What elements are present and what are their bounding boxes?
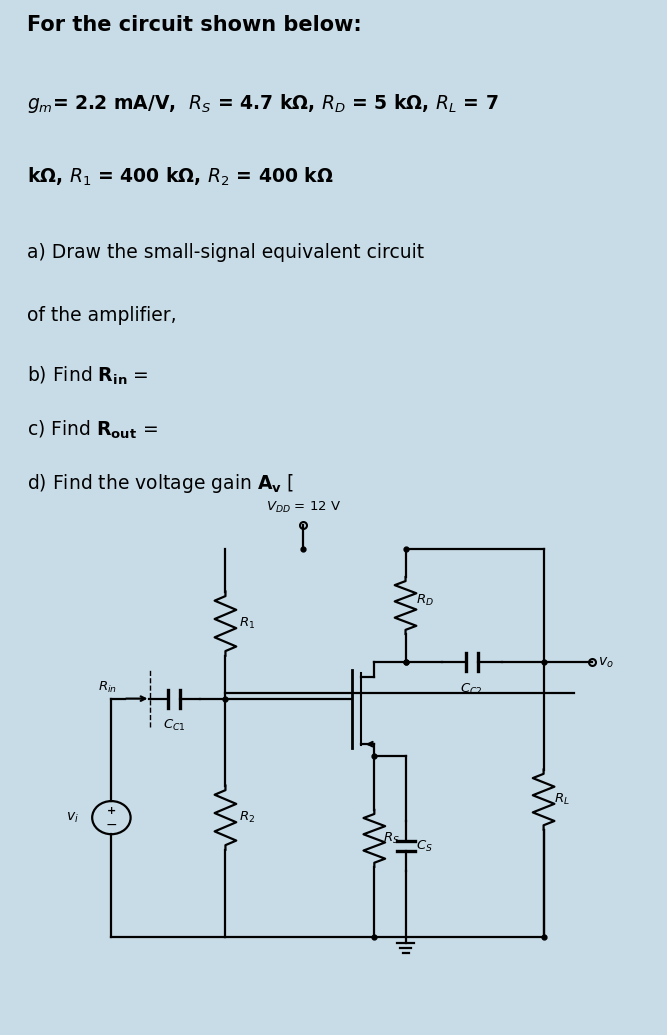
Text: b) Find $\mathbf{R_{in}}$ =: b) Find $\mathbf{R_{in}}$ =	[27, 365, 148, 387]
Text: $C_S$: $C_S$	[416, 838, 433, 854]
Text: a) Draw the small-signal equivalent circuit: a) Draw the small-signal equivalent circ…	[27, 243, 424, 262]
Text: $g_m$= 2.2 mA/V,  $R_S$ = 4.7 kΩ, $R_D$ = 5 kΩ, $R_L$ = 7: $g_m$= 2.2 mA/V, $R_S$ = 4.7 kΩ, $R_D$ =…	[27, 92, 498, 116]
Text: For the circuit shown below:: For the circuit shown below:	[27, 14, 362, 34]
Text: kΩ, $R_1$ = 400 kΩ, $R_2$ = 400 kΩ: kΩ, $R_1$ = 400 kΩ, $R_2$ = 400 kΩ	[27, 166, 334, 187]
Text: $C_{C1}$: $C_{C1}$	[163, 718, 186, 734]
Text: d) Find the voltage gain $\mathbf{A_v}$ [: d) Find the voltage gain $\mathbf{A_v}$ …	[27, 472, 294, 495]
Text: $v_i$: $v_i$	[65, 810, 79, 825]
Text: −: −	[105, 818, 117, 831]
Text: $R_{in}$: $R_{in}$	[98, 680, 117, 694]
Text: $C_{C2}$: $C_{C2}$	[460, 682, 483, 698]
Text: of the amplifier,: of the amplifier,	[27, 306, 176, 325]
Text: c) Find $\mathbf{R_{out}}$ =: c) Find $\mathbf{R_{out}}$ =	[27, 418, 157, 441]
Text: $R_1$: $R_1$	[239, 616, 255, 631]
Text: $R_D$: $R_D$	[416, 593, 434, 608]
Text: $V_{DD}$ = 12 V: $V_{DD}$ = 12 V	[266, 500, 341, 514]
Text: $v_o$: $v_o$	[598, 655, 614, 670]
Text: $R_S$: $R_S$	[384, 831, 400, 846]
Text: $R_L$: $R_L$	[554, 792, 570, 807]
Text: +: +	[107, 806, 116, 817]
Text: $R_2$: $R_2$	[239, 810, 255, 825]
